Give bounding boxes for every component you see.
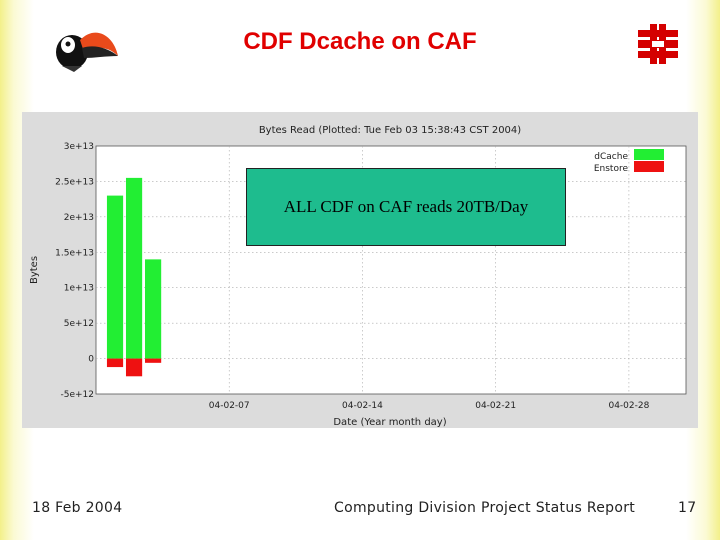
- y-tick-label: 0: [88, 355, 94, 365]
- y-tick-label: 1.5e+13: [55, 248, 94, 258]
- x-tick-label: 04-02-21: [475, 401, 516, 411]
- y-tick-label: 5e+12: [64, 319, 94, 329]
- bar-dcache: [106, 195, 124, 359]
- bar-enstore: [106, 358, 124, 368]
- annotation-box: ALL CDF on CAF reads 20TB/Day: [246, 168, 566, 246]
- legend-label-dcache: dCache: [594, 152, 628, 162]
- y-tick-label: 3e+13: [64, 142, 94, 152]
- legend-swatch-enstore: [634, 161, 664, 172]
- legend-label-enstore: Enstore: [594, 164, 629, 174]
- slide-title: CDF Dcache on CAF: [243, 28, 477, 55]
- chart-title: Bytes Read (Plotted: Tue Feb 03 15:38:43…: [259, 125, 521, 136]
- y-tick-label: -5e+12: [60, 390, 94, 400]
- x-tick-label: 04-02-28: [608, 401, 649, 411]
- page-number: 17: [678, 500, 697, 516]
- bar-dcache: [145, 259, 162, 359]
- y-tick-label: 2.5e+13: [55, 177, 94, 187]
- y-tick-label: 1e+13: [64, 284, 94, 294]
- bytes-read-chart: Bytes Read (Plotted: Tue Feb 03 15:38:43…: [29, 125, 687, 428]
- y-tick-label: 2e+13: [64, 213, 94, 223]
- bar-enstore: [125, 358, 143, 377]
- y-axis-label: Bytes: [29, 256, 40, 284]
- footer-date: 18 Feb 2004: [32, 500, 123, 516]
- toucan-logo: [56, 32, 118, 72]
- plot-frame: Bytes Read (Plotted: Tue Feb 03 15:38:43…: [22, 112, 698, 428]
- bars-group: [106, 177, 162, 377]
- x-tick-label: 04-02-14: [342, 401, 383, 411]
- x-tick-labels: 04-02-07 04-02-14 04-02-21 04-02-28: [209, 401, 650, 411]
- bar-enstore: [145, 358, 162, 363]
- fermilab-logo: [638, 24, 678, 64]
- y-tick-labels: -5e+12 0 5e+12 1e+13 1.5e+13 2e+13 2.5e+13 3e+1…: [55, 142, 94, 400]
- legend: dCache Enstore: [594, 149, 664, 174]
- x-axis-label: Date (Year month day): [333, 417, 446, 428]
- x-tick-label: 04-02-07: [209, 401, 250, 411]
- footer-report-title: Computing Division Project Status Report: [334, 500, 636, 516]
- bar-dcache: [125, 177, 143, 359]
- legend-swatch-dcache: [634, 149, 664, 160]
